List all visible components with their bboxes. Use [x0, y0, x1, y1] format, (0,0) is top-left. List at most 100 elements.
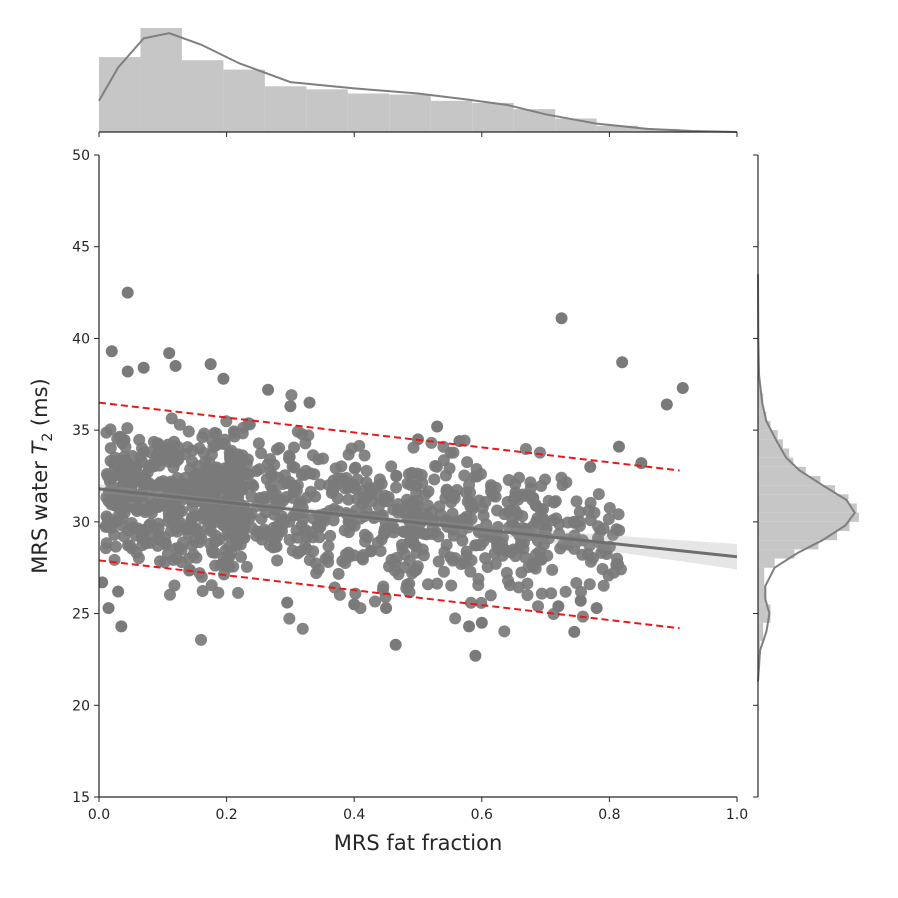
scatter-point [555, 312, 568, 325]
scatter-point [303, 554, 316, 567]
scatter-point [469, 539, 482, 552]
scatter-point [602, 513, 615, 526]
marginal-x-histogram [98, 28, 738, 137]
scatter-point [437, 565, 450, 578]
scatter-point [431, 420, 444, 433]
y-hist-bar [758, 476, 821, 486]
y-hist-bar [758, 540, 819, 550]
scatter-point [445, 579, 458, 592]
scatter-point [463, 620, 476, 633]
scatter-point [169, 359, 182, 372]
scatter-point [316, 452, 329, 465]
scatter-point [484, 589, 497, 602]
scatter-point [474, 467, 487, 480]
scatter-point [190, 509, 203, 522]
scatter-point [151, 437, 164, 450]
scatter-point [360, 464, 373, 477]
upper-bound-line [98, 401, 680, 472]
scatter-point [275, 525, 288, 538]
scatter-point [371, 536, 384, 549]
scatter-point [443, 462, 456, 475]
scatter-point [310, 567, 323, 580]
scatter-point [234, 550, 247, 563]
scatter-point [132, 552, 145, 565]
x-hist-bar [430, 100, 473, 132]
scatter-point [283, 449, 296, 462]
scatter-point [418, 507, 431, 520]
scatter-point [186, 539, 199, 552]
scatter-point [195, 570, 208, 583]
scatter-point [505, 504, 518, 517]
scatter-point [512, 581, 525, 594]
scatter-point [365, 544, 378, 557]
scatter-point [402, 505, 415, 518]
scatter-point [559, 585, 572, 598]
scatter-point [461, 456, 474, 469]
lower-bound-line [98, 559, 680, 630]
scatter-point [552, 600, 565, 613]
x-hist-bar [638, 128, 680, 132]
scatter-point [291, 479, 304, 492]
scatter-point [296, 622, 309, 635]
scatter-point [144, 517, 157, 530]
scatter-point [356, 497, 369, 510]
scatter-point [168, 485, 181, 498]
scatter-point [554, 542, 567, 555]
scatter-point [526, 557, 539, 570]
scatter-point [217, 551, 230, 564]
scatter-point [498, 625, 511, 638]
y-hist-bar [758, 420, 771, 431]
y-tick-label: 45 [72, 240, 90, 256]
scatter-point [570, 495, 583, 508]
x-kde-curve [98, 32, 738, 133]
scatter-point [253, 491, 266, 504]
scatter-point [175, 477, 188, 490]
scatter-point [406, 495, 419, 508]
scatter-point [507, 519, 520, 532]
scatter-point [426, 528, 439, 541]
prediction-bounds [98, 401, 680, 630]
scatter-point [485, 481, 498, 494]
scatter-point [284, 400, 297, 413]
scatter-point [158, 556, 171, 569]
scatter-point [314, 478, 327, 491]
scatter-point [162, 455, 175, 468]
scatter-point [288, 461, 301, 474]
scatter-point [117, 470, 130, 483]
scatter-point [429, 460, 442, 473]
scatter-point [574, 594, 587, 607]
scatter-point [603, 501, 616, 514]
scatter-point [333, 588, 346, 601]
scatter-point [168, 579, 181, 592]
scatter-point [196, 585, 209, 598]
scatter-point [458, 557, 471, 570]
scatter-point [182, 552, 195, 565]
x-tick-label: 0.4 [343, 807, 365, 823]
scatter-point [397, 525, 410, 538]
scatter-point [447, 446, 460, 459]
x-tick-label: 0.6 [471, 807, 493, 823]
scatter-point [283, 612, 296, 625]
scatter-point [126, 449, 139, 462]
scatter-point [234, 538, 247, 551]
scatter-point [451, 484, 464, 497]
y-tick-label: 40 [72, 331, 90, 347]
scatter-point [600, 547, 613, 560]
scatter-point [597, 579, 610, 592]
scatter-point [390, 470, 403, 483]
scatter-point [319, 552, 332, 565]
scatter-point [112, 585, 125, 598]
scatter-point [338, 524, 351, 537]
scatter-point [182, 523, 195, 536]
x-tick-label: 0.2 [215, 807, 237, 823]
scatter-point [108, 553, 121, 566]
scatter-point [385, 553, 398, 566]
scatter-point [524, 476, 537, 489]
scatter-point [258, 523, 271, 536]
scatter-point [322, 540, 335, 553]
scatter-point [660, 398, 673, 411]
x-hist-bar [596, 125, 639, 132]
scatter-point [417, 527, 430, 540]
scatter-point [425, 436, 438, 449]
